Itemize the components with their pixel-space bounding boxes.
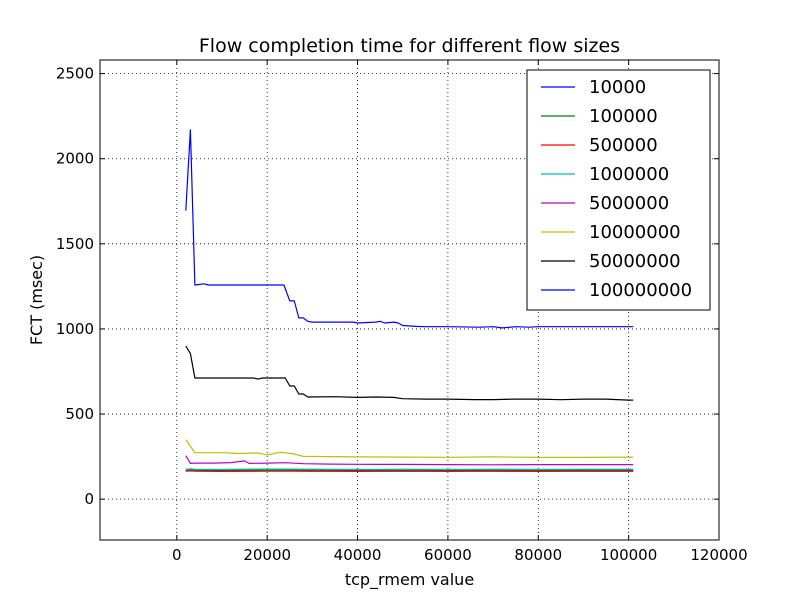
plot-frame bbox=[99, 59, 720, 541]
y-axis-label: FCT (msec) bbox=[27, 255, 46, 345]
x-tick-label: 100000 bbox=[600, 546, 657, 564]
series-line-50000000 bbox=[185, 345, 634, 401]
x-axis-label: tcp_rmem value bbox=[345, 570, 474, 590]
y-tick-label: 1000 bbox=[56, 320, 94, 338]
legend-box bbox=[526, 69, 711, 311]
series-line-500000 bbox=[185, 470, 634, 472]
series-lines bbox=[185, 129, 634, 472]
legend-label: 1000000 bbox=[589, 164, 669, 185]
x-tick-label: 40000 bbox=[334, 546, 382, 564]
axis-ticks: 0 20000 40000 60000 80000 100000 120000 0 500 100… bbox=[56, 60, 748, 564]
y-tick-label: 2000 bbox=[56, 150, 94, 168]
x-tick-label: 0 bbox=[172, 546, 182, 564]
legend-label: 5000000 bbox=[589, 193, 669, 214]
x-tick-label: 120000 bbox=[690, 546, 747, 564]
series-line-5000000 bbox=[185, 455, 634, 466]
series-line-1000000 bbox=[185, 468, 634, 470]
y-tick-label: 2500 bbox=[56, 65, 94, 83]
legend-label: 100000000 bbox=[589, 280, 692, 301]
y-tick-label: 500 bbox=[65, 405, 94, 423]
legend-label: 10000000 bbox=[589, 222, 681, 243]
legend-label: 50000000 bbox=[589, 251, 681, 272]
chart-title: Flow completion time for different flow … bbox=[199, 35, 620, 57]
series-line-10000000 bbox=[185, 439, 634, 458]
x-tick-label: 20000 bbox=[243, 546, 291, 564]
y-tick-label: 1500 bbox=[56, 235, 94, 253]
legend-label: 10000 bbox=[589, 77, 646, 98]
series-line-100000000 bbox=[185, 129, 634, 329]
legend-label: 500000 bbox=[589, 135, 658, 156]
legend: 10000 100000 500000 1000000 5000000 10000000 5… bbox=[526, 69, 711, 311]
x-tick-label: 80000 bbox=[514, 546, 562, 564]
x-tick-label: 60000 bbox=[424, 546, 472, 564]
y-tick-label: 0 bbox=[84, 490, 94, 508]
legend-label: 100000 bbox=[589, 106, 658, 127]
